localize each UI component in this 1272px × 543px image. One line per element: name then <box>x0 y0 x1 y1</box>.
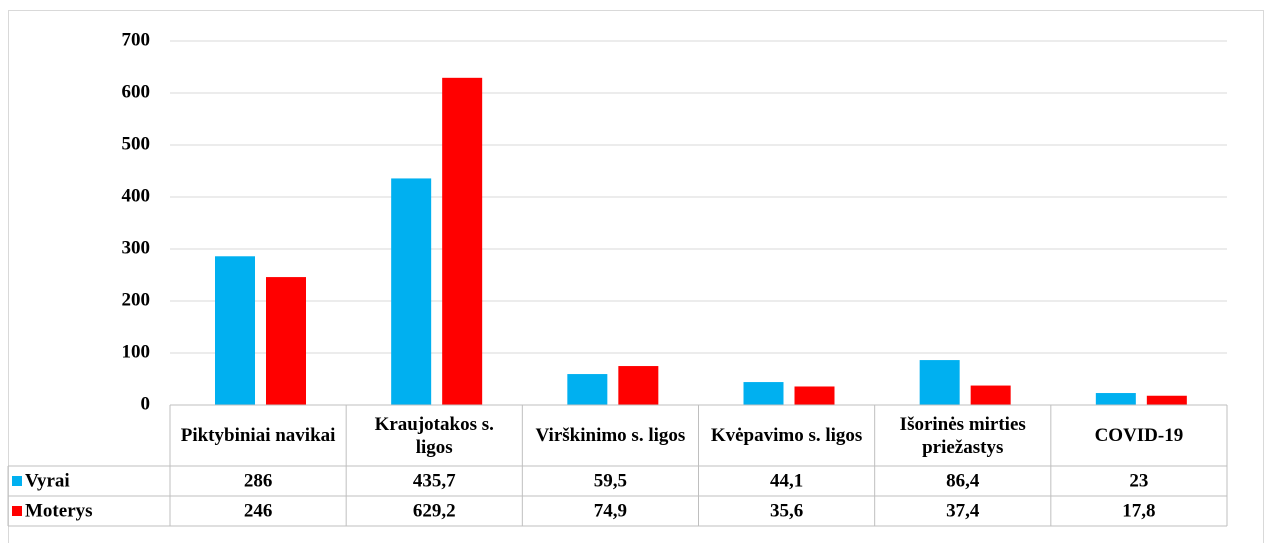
bar <box>442 77 483 405</box>
table-value: 435,7 <box>413 470 456 491</box>
x-tick-label: Kraujotakos s. ligos <box>374 413 494 458</box>
table-value: 23 <box>1129 470 1148 491</box>
bar <box>1095 393 1136 405</box>
y-tick-label: 500 <box>122 133 151 154</box>
y-tick-label: 300 <box>122 237 151 258</box>
table-value: 286 <box>244 470 273 491</box>
table-value: 246 <box>244 500 273 521</box>
y-tick-label: 100 <box>122 341 151 362</box>
table-value: 17,8 <box>1122 500 1155 521</box>
y-tick-label: 400 <box>122 185 151 206</box>
y-tick-label: 0 <box>141 393 151 414</box>
bar <box>919 360 960 405</box>
chart-border <box>8 10 1264 543</box>
legend-label: Vyrai <box>25 470 70 491</box>
x-tick-label: Piktybiniai navikai <box>180 425 336 446</box>
y-tick-label: 700 <box>122 29 151 50</box>
table-value: 59,5 <box>594 470 627 491</box>
legend-key <box>12 476 22 486</box>
bar <box>618 366 659 405</box>
bar <box>567 374 608 405</box>
y-tick-label: 600 <box>122 81 151 102</box>
x-tick-label: Išorinės mirties priežastys <box>899 413 1026 458</box>
bar <box>970 385 1011 405</box>
x-tick-label: Kvėpavimo s. ligos <box>710 425 863 446</box>
bar <box>743 382 784 405</box>
table-value: 44,1 <box>770 470 803 491</box>
bar <box>266 277 306 405</box>
y-tick-label: 200 <box>122 289 151 310</box>
table-value: 629,2 <box>413 500 456 521</box>
bar <box>215 256 255 405</box>
bar <box>391 178 432 405</box>
legend-key <box>12 506 22 516</box>
table-value: 35,6 <box>770 500 803 521</box>
x-tick-label: COVID-19 <box>1094 425 1184 446</box>
x-tick-label: Virškinimo s. ligos <box>535 425 686 446</box>
table-value: 37,4 <box>946 500 980 521</box>
table-value: 74,9 <box>594 500 627 521</box>
legend-label: Moterys <box>25 500 93 521</box>
bar <box>1146 395 1187 405</box>
bar <box>794 386 835 405</box>
table-value: 86,4 <box>946 470 980 491</box>
